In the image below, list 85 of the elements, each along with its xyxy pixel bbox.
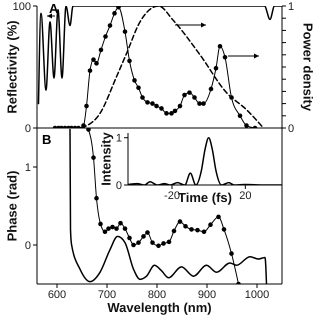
point <box>201 101 206 106</box>
point <box>86 128 91 132</box>
point <box>102 229 108 234</box>
y2-tick-label: 1 <box>288 0 294 13</box>
point <box>229 95 234 100</box>
point <box>172 108 178 114</box>
point <box>131 242 136 248</box>
x-tick-label: -20 <box>164 190 180 202</box>
point <box>122 226 128 231</box>
point <box>150 240 155 245</box>
point <box>229 251 234 256</box>
point <box>98 222 103 226</box>
point <box>238 114 242 118</box>
point <box>202 229 206 234</box>
point <box>159 106 164 111</box>
point <box>140 95 145 100</box>
y-tick-label: 100 <box>12 0 31 13</box>
point <box>145 100 150 105</box>
point <box>169 111 174 116</box>
point <box>91 57 96 62</box>
x-axis-title: Time (fs) <box>178 190 232 205</box>
x-tick-label: 700 <box>98 288 116 301</box>
point <box>195 228 200 232</box>
point <box>122 29 128 34</box>
point <box>98 48 104 52</box>
point <box>178 104 182 108</box>
point <box>88 68 92 73</box>
point <box>127 236 132 240</box>
point <box>154 104 159 108</box>
point <box>132 78 137 83</box>
point <box>214 66 218 71</box>
x-tick-label: 600 <box>48 288 66 301</box>
point <box>222 227 226 232</box>
point <box>103 34 108 39</box>
point <box>208 86 214 92</box>
point <box>145 230 150 235</box>
point <box>166 240 172 244</box>
point <box>208 222 213 228</box>
point <box>106 226 111 231</box>
point <box>189 227 194 232</box>
point <box>127 58 132 64</box>
annotation: B <box>42 132 52 147</box>
y-axis-title: Reflectivity (%) <box>4 20 20 114</box>
point <box>244 123 249 128</box>
point <box>112 11 117 16</box>
y2-axis-title: Power density <box>300 22 316 112</box>
point <box>108 23 112 28</box>
point <box>222 54 228 60</box>
point <box>156 243 161 248</box>
point <box>172 228 176 234</box>
x-axis-title: Wavelength (nm) <box>107 300 212 315</box>
point <box>192 95 197 100</box>
y-axis-title: Phase (rad) <box>4 170 20 242</box>
x-tick-label: 900 <box>198 288 216 301</box>
x-tick-label: 800 <box>148 288 166 301</box>
y-tick-label: 0 <box>24 122 31 135</box>
point <box>182 92 187 98</box>
point <box>114 226 119 231</box>
point <box>94 61 99 66</box>
point <box>216 214 221 220</box>
annotation: A <box>49 1 58 16</box>
point <box>94 196 99 200</box>
point <box>91 155 96 160</box>
point <box>136 85 141 90</box>
point <box>178 219 182 224</box>
y-tick-label: 0 <box>24 240 31 252</box>
point <box>197 101 202 106</box>
point <box>183 224 188 229</box>
point <box>141 234 146 239</box>
point <box>187 90 192 95</box>
point <box>116 6 121 10</box>
point <box>110 224 115 230</box>
point <box>150 101 155 106</box>
point <box>218 44 222 49</box>
point <box>161 241 166 246</box>
x-tick-label: 1000 <box>244 288 270 301</box>
point <box>81 123 86 128</box>
y2-tick-label: 0 <box>288 122 294 135</box>
point <box>136 240 141 245</box>
x-tick-label: 20 <box>239 190 252 202</box>
y-tick-label: 1 <box>24 162 31 174</box>
point <box>84 104 89 108</box>
point <box>118 220 123 226</box>
y-axis-title: Intensity <box>98 132 114 186</box>
point <box>164 111 169 116</box>
